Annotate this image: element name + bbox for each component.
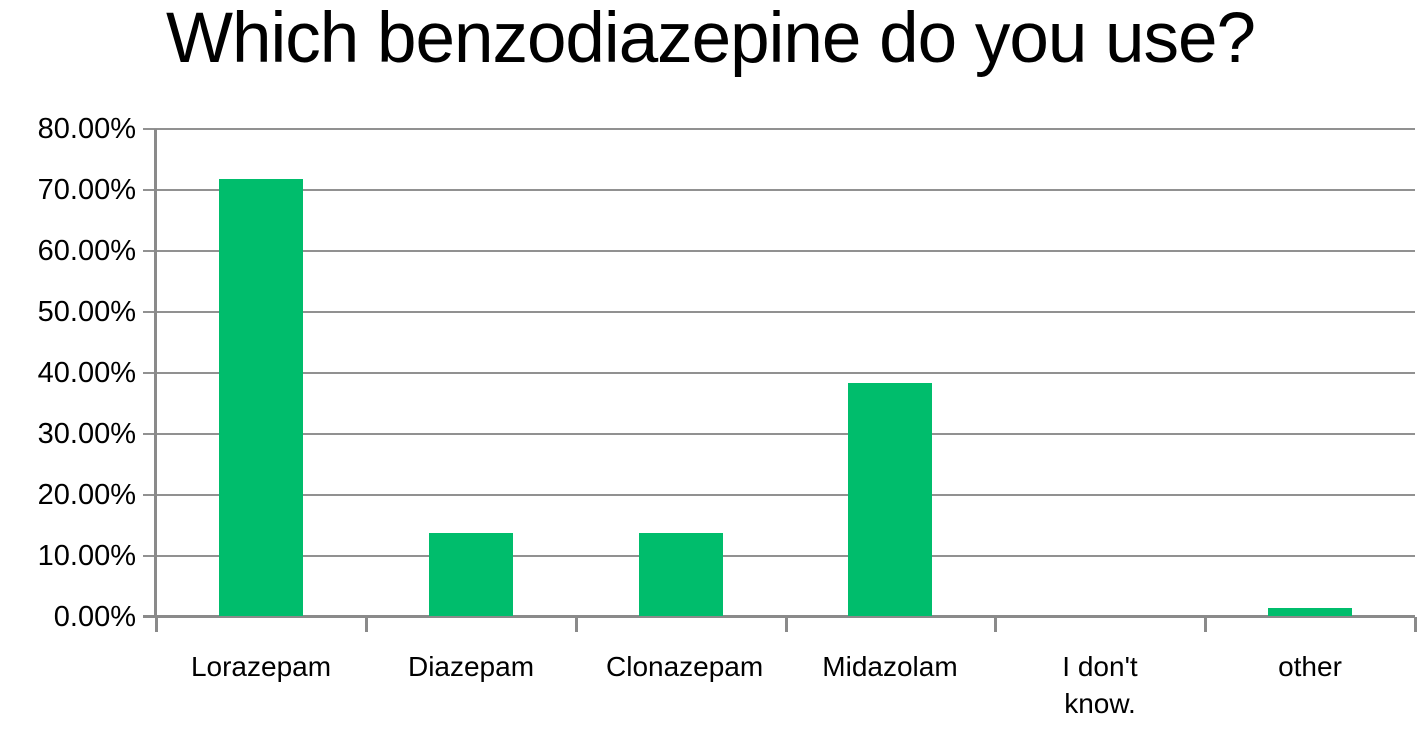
gridline-70 [143, 189, 1415, 191]
y-axis-tick-label: 60.00% [37, 235, 136, 267]
gridline-80 [143, 128, 1415, 130]
y-axis-line [154, 129, 157, 617]
chart-title: Which benzodiazepine do you use? [166, 0, 1256, 78]
bar-midazolam [848, 383, 932, 616]
bar-other [1268, 608, 1352, 616]
y-axis-tick-label: 0.00% [53, 601, 136, 633]
x-axis-tick [1204, 617, 1207, 632]
y-axis-tick-label: 30.00% [37, 418, 136, 450]
gridline-40 [143, 372, 1415, 374]
gridline-10 [143, 555, 1415, 557]
bar-clonazepam [639, 533, 723, 616]
y-axis-tick-label: 20.00% [37, 479, 136, 511]
y-axis-tick-label: 40.00% [37, 357, 136, 389]
x-axis-tick [785, 617, 788, 632]
gridline-50 [143, 311, 1415, 313]
x-axis-category-label: I don't know. [1062, 651, 1138, 719]
y-axis-tick-label: 80.00% [37, 113, 136, 145]
x-axis-category-label: other [1278, 651, 1342, 682]
x-axis-category-label: Diazepam [407, 651, 535, 682]
gridline-20 [143, 494, 1415, 496]
x-axis-tick [994, 617, 997, 632]
x-axis-tick [575, 617, 578, 632]
bar-diazepam [429, 533, 513, 616]
gridline-30 [143, 433, 1415, 435]
plot-area: 0.00% 10.00% 20.00% 30.00% 40.00% 50.00% 60.00… [38, 114, 1417, 719]
bar-lorazepam [219, 179, 303, 616]
x-axis-category-label: Clonazepam [606, 651, 764, 682]
x-axis-line [143, 615, 1415, 618]
y-axis-tick-label: 70.00% [37, 174, 136, 206]
x-axis-category-label: Lorazepam [190, 651, 332, 682]
y-axis-tick-label: 50.00% [37, 296, 136, 328]
x-axis-category-label: Midazolam [822, 651, 958, 682]
x-axis-tick [155, 617, 158, 632]
y-axis-tick-label: 10.00% [37, 540, 136, 572]
gridline-60 [143, 250, 1415, 252]
x-axis-tick [365, 617, 368, 632]
x-axis-tick [1414, 617, 1417, 632]
